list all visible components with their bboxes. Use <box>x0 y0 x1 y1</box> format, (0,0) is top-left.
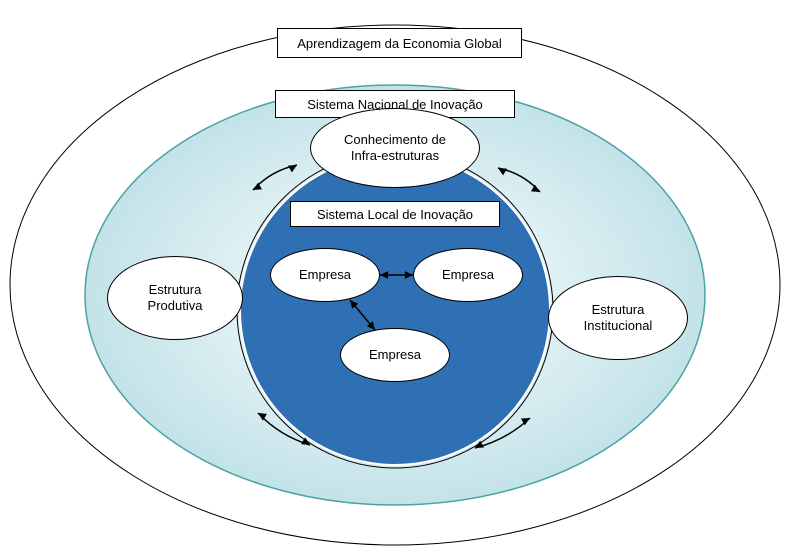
empresaB-label: Empresa <box>369 347 421 362</box>
empresaR-label: Empresa <box>442 267 494 282</box>
local-box: Sistema Local de Inovação <box>290 201 500 227</box>
global-label: Aprendizagem da Economia Global <box>297 36 502 51</box>
empresaB-node: Empresa <box>340 328 450 382</box>
produtiva-node: EstruturaProdutiva <box>107 256 243 340</box>
conhecimento-node: Conhecimento deInfra-estruturas <box>310 108 480 188</box>
produtiva-line1: Estrutura <box>148 282 203 298</box>
empresaL-label: Empresa <box>299 267 351 282</box>
conhecimento-line1: Conhecimento de <box>344 132 446 148</box>
produtiva-line2: Produtiva <box>148 298 203 314</box>
institucional-line2: Institucional <box>584 318 653 334</box>
empresaL-node: Empresa <box>270 248 380 302</box>
institucional-line1: Estrutura <box>584 302 653 318</box>
global-box: Aprendizagem da Economia Global <box>277 28 522 58</box>
empresaR-node: Empresa <box>413 248 523 302</box>
institucional-node: EstruturaInstitucional <box>548 276 688 360</box>
conhecimento-line2: Infra-estruturas <box>344 148 446 164</box>
local-label: Sistema Local de Inovação <box>317 207 473 222</box>
